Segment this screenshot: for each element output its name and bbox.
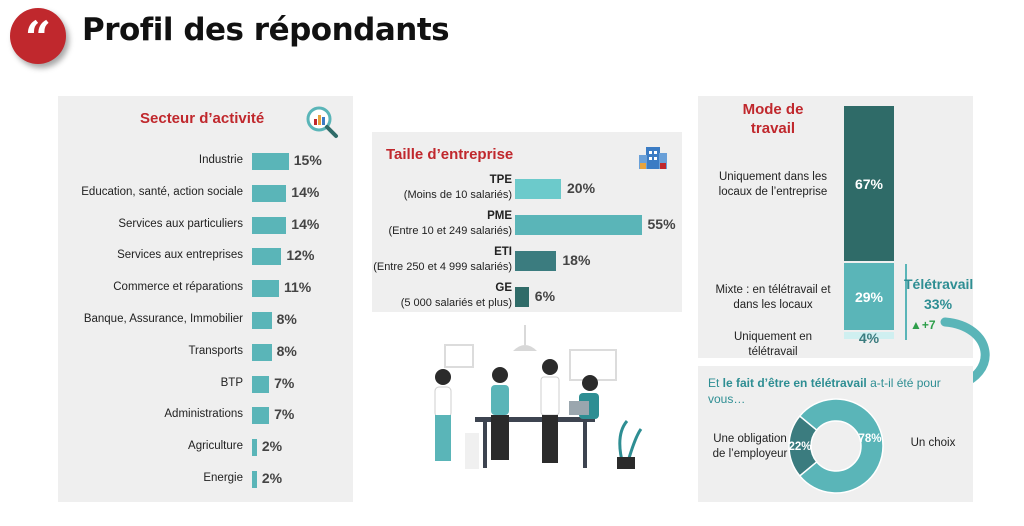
sector-label: Services aux entreprises	[117, 249, 243, 262]
sector-bar	[252, 153, 289, 170]
sector-value: 8%	[276, 311, 297, 327]
sector-label: Services aux particuliers	[118, 217, 243, 230]
sector-row: Agriculture 2%	[58, 437, 353, 457]
sector-row: Transports 8%	[58, 342, 353, 362]
donut-label: Une obligation de l’employeur	[712, 433, 788, 460]
size-name: ETI	[494, 246, 512, 258]
buildings-icon	[639, 147, 667, 169]
size-bar	[515, 179, 561, 199]
size-value: 20%	[567, 180, 596, 196]
sector-value: 15%	[293, 152, 322, 168]
size-subtitle: (Moins de 10 salariés)	[403, 189, 512, 201]
size-value: 6%	[534, 288, 556, 304]
size-row: ETI (Entre 250 et 4 999 salariés) 18%	[372, 246, 682, 280]
sector-row: Education, santé, action sociale 14%	[58, 183, 353, 203]
sector-row: Energie 2%	[58, 469, 353, 489]
donut-value: 78%	[858, 433, 881, 445]
teletravail-value: 33%	[924, 296, 953, 312]
sector-row: Services aux entreprises 12%	[58, 246, 353, 266]
size-bar	[515, 251, 557, 271]
size-bar	[515, 287, 529, 307]
teletravail-delta: ▲+7	[910, 318, 936, 332]
sector-value: 2%	[261, 438, 283, 455]
size-row: TPE (Moins de 10 salariés) 20%	[372, 174, 682, 208]
sector-value: 2%	[261, 470, 283, 486]
sector-row: BTP 7%	[58, 374, 353, 394]
svg-text:“: “	[25, 11, 51, 64]
donut-chart: 22% 78%	[788, 398, 884, 494]
sector-bar	[252, 471, 257, 488]
sector-value: 7%	[274, 406, 295, 423]
size-bar	[515, 215, 642, 235]
size-subtitle: (5 000 salariés et plus)	[400, 297, 512, 309]
mode-label: Uniquement en télétravail	[734, 331, 812, 359]
mode-value: 4%	[858, 329, 880, 346]
size-name: PME	[487, 210, 512, 222]
mode-value: 29%	[854, 288, 884, 305]
size-name: GE	[495, 282, 512, 294]
size-name: TPE	[489, 174, 512, 186]
sector-bar	[252, 375, 270, 393]
sector-bar	[252, 184, 287, 202]
question-text: Et le fait d’être en télétravail a-t-il …	[708, 376, 941, 406]
size-value: 55%	[647, 216, 676, 232]
sector-row: Services aux particuliers 14%	[58, 215, 353, 235]
sector-label: BTP	[220, 376, 243, 389]
mode-segment	[844, 331, 894, 339]
sector-bar	[252, 216, 287, 234]
sector-value: 14%	[291, 183, 320, 200]
donut-value: 22%	[788, 441, 811, 453]
donut-slice	[798, 398, 884, 494]
size-row: GE (5 000 salariés et plus) 6%	[372, 282, 682, 316]
quote-icon: “	[10, 8, 66, 64]
sector-bar	[252, 280, 279, 298]
secteur-title: Secteur d’activité	[140, 110, 265, 127]
mode-panel: Mode de travail 67% Uniquement dans les l…	[698, 96, 973, 358]
mode-segment	[844, 263, 894, 330]
sector-row: Industrie 15%	[58, 151, 353, 171]
mode-title: Mode de travail	[742, 101, 804, 137]
sector-label: Banque, Assurance, Immobilier	[83, 313, 243, 325]
sector-value: 14%	[291, 215, 320, 232]
sector-bar	[252, 312, 272, 329]
sector-bar	[252, 343, 272, 361]
mode-value: 67%	[854, 175, 884, 192]
page-title: Profil des répondants	[82, 12, 450, 48]
mode-segment	[844, 106, 894, 262]
size-row: PME (Entre 10 et 249 salariés) 55%	[372, 210, 682, 244]
sector-label: Agriculture	[188, 440, 243, 453]
sector-value: 7%	[274, 374, 295, 391]
sector-row: Banque, Assurance, Immobilier 8%	[58, 310, 353, 330]
sector-label: Administrations	[164, 408, 243, 421]
sector-value: 12%	[286, 247, 315, 264]
sector-label: Energie	[203, 472, 243, 484]
sector-value: 11%	[283, 279, 312, 296]
secteur-panel: Secteur d’activité Industrie 15% Education…	[58, 96, 353, 502]
sector-label: Education, santé, action sociale	[81, 185, 243, 198]
size-subtitle: (Entre 10 et 249 salariés)	[388, 225, 512, 237]
sector-bar	[252, 248, 282, 266]
size-value: 18%	[562, 252, 591, 268]
mode-label: Uniquement dans les locaux de l’entrepri…	[718, 170, 828, 198]
sector-row: Administrations 7%	[58, 405, 353, 425]
chart-magnifier-icon	[306, 106, 338, 138]
size-subtitle: (Entre 250 et 4 999 salariés)	[373, 261, 512, 273]
teletravail-title: Télétravail	[904, 276, 974, 292]
taille-panel: Taille d’entreprise TPE (Moins de 10 sala…	[372, 132, 682, 312]
sector-value: 8%	[276, 342, 297, 359]
mode-label: Mixte : en télétravail et dans les locau…	[715, 283, 831, 311]
sector-label: Commerce et réparations	[113, 281, 243, 294]
sector-bar	[252, 407, 270, 425]
sector-row: Commerce et réparations 11%	[58, 278, 353, 298]
sector-label: Transports	[188, 344, 243, 357]
taille-title: Taille d’entreprise	[386, 146, 514, 163]
donut-label: Un choix	[910, 437, 956, 449]
team-meeting-illustration	[434, 325, 643, 469]
teletravail-bracket	[905, 264, 907, 340]
sector-bar	[252, 439, 257, 457]
question-panel: Et le fait d’être en télétravail a-t-il …	[698, 366, 973, 502]
sector-label: Industrie	[198, 154, 243, 166]
